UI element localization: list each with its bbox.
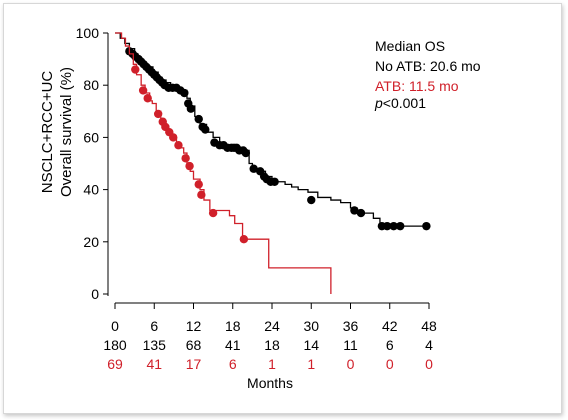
x-axis-title: Months [247,375,293,391]
x-tick-label: 36 [343,318,359,334]
censor-mark-atb [131,65,140,74]
at-risk-atb-count: 41 [146,356,162,372]
at-risk-atb-count: 1 [307,356,315,372]
at-risk-atb-count: 0 [425,356,433,372]
x-tick-label: 42 [382,318,398,334]
p-value-symbol: p [374,95,383,111]
y-tick-label: 40 [83,182,99,198]
censor-mark-atb [143,94,152,103]
at-risk-no-atb-count: 11 [343,337,358,353]
at-risk-atb-count: 17 [186,356,202,372]
p-value: p<0.001 [374,95,426,111]
censor-mark-atb [153,109,163,119]
censor-mark-no-atb [389,221,398,231]
y-tick-label: 100 [76,25,100,41]
censor-mark-no-atb [356,208,366,218]
y-tick-label: 0 [91,286,99,302]
x-tick-label: 48 [421,318,437,334]
x-tick-label: 12 [186,318,202,334]
at-risk-no-atb-count: 180 [103,337,127,353]
censor-mark-atb [194,180,203,189]
censor-mark-no-atb [270,177,279,186]
figure-frame [3,3,562,414]
censor-mark-no-atb [307,195,316,205]
x-tick-label: 18 [225,318,241,334]
at-risk-no-atb-count: 14 [303,337,319,353]
at-risk-atb-count: 0 [386,356,394,372]
censor-mark-atb [138,86,148,95]
censor-mark-no-atb [180,88,189,98]
censor-mark-atb [197,190,206,200]
censor-mark-atb [239,234,249,244]
censor-mark-atb [169,133,178,142]
at-risk-no-atb-count: 68 [186,337,202,353]
median-os-header: Median OS [375,38,445,54]
y-tick-label: 80 [83,77,99,93]
x-tick-label: 24 [264,318,280,334]
censor-mark-no-atb [201,125,210,134]
at-risk-atb-count: 69 [107,356,123,372]
y-axis-title-line2: Overall survival (%) [58,67,75,197]
censor-mark-no-atb [194,114,203,124]
censor-mark-atb [208,208,218,218]
median-atb: ATB: 11.5 mo [375,78,459,94]
at-risk-no-atb-count: 4 [425,337,433,353]
y-tick-label: 60 [83,129,99,145]
censor-mark-no-atb [249,164,258,173]
censor-mark-no-atb [396,221,405,231]
censor-mark-no-atb [350,206,359,215]
censor-mark-no-atb [382,221,392,231]
censor-mark-no-atb [186,104,196,113]
at-risk-atb-count: 6 [229,356,237,372]
at-risk-no-atb-count: 135 [143,337,167,353]
at-risk-no-atb-count: 6 [386,337,394,353]
at-risk-no-atb-count: 18 [264,337,280,353]
p-value-number: <0.001 [383,95,426,111]
x-tick-label: 30 [303,318,319,334]
y-tick-label: 20 [83,234,99,250]
censor-mark-atb [185,161,194,171]
censor-mark-no-atb [241,148,251,158]
median-no-atb: No ATB: 20.6 mo [375,58,481,74]
x-tick-label: 6 [150,318,158,334]
at-risk-atb-count: 0 [347,356,355,372]
censor-mark-atb [174,141,183,150]
at-risk-no-atb-count: 41 [225,337,241,353]
y-axis-title-line1: NSCLC+RCC+UC [39,71,56,194]
x-tick-label: 0 [111,318,119,334]
censor-mark-atb [181,154,190,163]
censor-mark-no-atb [422,221,431,231]
at-risk-atb-count: 1 [268,356,276,372]
